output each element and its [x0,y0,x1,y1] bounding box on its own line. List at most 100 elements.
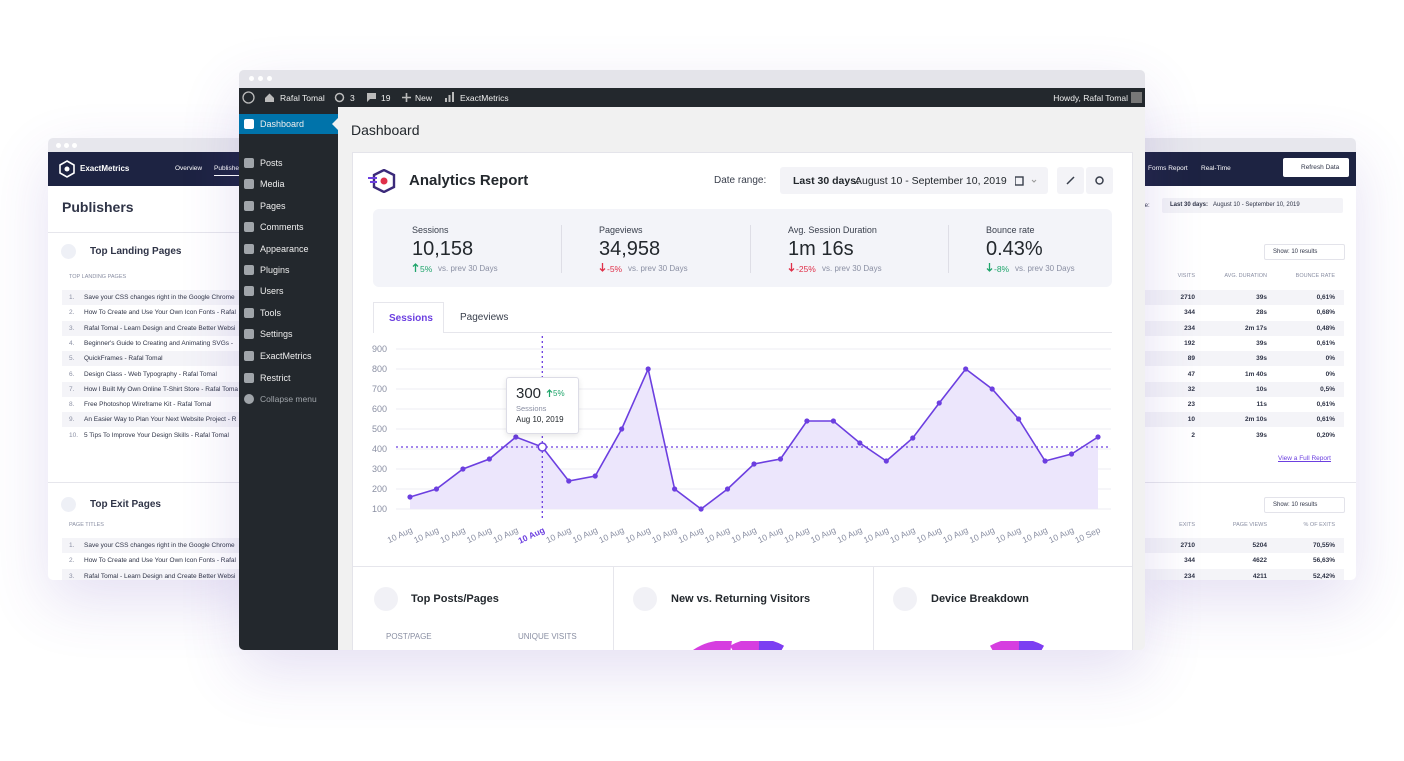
menu-item[interactable]: Plugins [239,260,338,280]
title-bar [48,138,260,152]
menu-item[interactable]: Posts [239,153,338,173]
menu-label: Collapse menu [260,394,317,404]
divider [1140,482,1356,483]
site-name[interactable]: Rafal Tomal [280,93,325,103]
cell: 0,68% [1316,309,1335,317]
menu-icon [244,265,254,275]
row-number: 3. [69,324,75,332]
tab-active[interactable]: Sessions [373,302,444,333]
x-tick-label: 10 Sep [1073,525,1102,546]
comments-icon [367,93,376,102]
menu-item[interactable]: Restrict [239,368,338,388]
x-tick-label: 10 Aug [941,525,969,545]
menu-item[interactable]: Settings [239,324,338,344]
stat-value: 34,958 [599,238,661,260]
date-box[interactable]: Last 30 days: August 10 - September 10, … [1162,198,1343,213]
stat-label: Sessions [412,225,449,235]
table-row: 2710 39s 0,61% [1140,290,1344,305]
cell: 0,61% [1316,294,1335,301]
comments-count[interactable]: 19 [381,93,391,103]
settings-button[interactable] [1086,167,1113,194]
show-select[interactable]: Show: 10 results [1264,497,1345,513]
plugin-link[interactable]: ExactMetrics [460,93,509,103]
avatar [1131,92,1142,103]
updates-count[interactable]: 3 [350,93,355,103]
nav-link[interactable]: Overview [175,165,203,172]
shape [334,92,345,103]
trend-arrow [986,263,993,272]
cell: 39s [1256,355,1267,363]
point [566,478,572,484]
table-row: 1. Save your CSS changes right in the Goo… [62,538,260,553]
active-pointer [332,118,338,130]
table-row: 1. Save your CSS changes right in the Goo… [62,290,260,305]
x-tick-label: 10 Aug [624,525,652,545]
point [433,486,440,492]
menu-item[interactable]: Collapse menu [239,389,338,409]
menu-icon [244,373,254,383]
new-link[interactable]: New [415,93,433,103]
pin-icon [1066,176,1075,185]
show-select[interactable]: Show: 10 results [1264,244,1345,260]
admin-bar: Rafal Tomal 3 19 New ExactMetrics Howdy,… [239,88,1145,107]
x-tick-label: 10 Aug [491,525,519,545]
menu-icon [244,179,254,189]
x-tick-label: 10 Aug [703,525,731,545]
nav-link[interactable]: Publishers [214,165,245,176]
refresh-button[interactable]: Refresh Data [1283,158,1349,177]
cell: 32 [1187,385,1195,393]
shape [1066,176,1075,185]
cell: 344 [1184,557,1195,565]
x-tick-label: 10 Aug [517,525,547,546]
section-title: Top Exit Pages [90,499,161,510]
nav-link[interactable]: Forms Report [1148,165,1188,172]
menu-item[interactable]: Appearance [239,239,338,259]
full-report-link[interactable]: View a Full Report [1278,455,1331,462]
stat-divider [750,225,751,273]
howdy[interactable]: Howdy, Rafal Tomal [1053,93,1128,103]
row-title: How To Create and Use Your Own Icon Font… [84,557,236,565]
cell: 39s [1256,339,1267,347]
row-title: How I Built My Own Online T-Shirt Store … [84,385,239,393]
point [857,440,863,446]
menu-item-active[interactable]: Dashboard [239,114,338,134]
menu-item[interactable]: Comments [239,217,338,237]
point [592,473,598,479]
menu-item[interactable]: Users [239,281,338,301]
x-tick-label: 10 Aug [888,525,916,545]
window-dot [64,143,69,148]
nav-link[interactable]: Real-Time [1201,165,1231,172]
menu-item[interactable]: Pages [239,196,338,216]
tab-label: Sessions [389,313,433,324]
table-row: 3. Rafal Tomal - Learn Design and Create … [62,320,260,336]
menu-label: Pages [260,201,286,211]
stat-value: 1m 16s [788,238,854,260]
cell: 234 [1184,324,1195,332]
point [1095,434,1101,440]
plugin-header [48,152,260,186]
y-tick-label: 600 [372,404,387,414]
menu-item[interactable]: Tools [239,303,338,323]
pin-button[interactable] [1057,167,1084,194]
stat-compare: vs. prev 30 Days [822,264,882,273]
point [1068,451,1075,457]
date-picker[interactable]: Last 30 days: August 10 - September 10, … [780,167,1048,194]
column-header: POST/PAGE [386,632,432,641]
table-row: 3. Rafal Tomal - Learn Design and Create … [62,568,260,580]
x-tick-label: 10 Aug [968,525,996,545]
cell: 2m 10s [1244,416,1267,424]
row-title: Beginner's Guide to Creating and Animati… [84,339,234,347]
tab-label[interactable]: Pageviews [460,312,509,323]
window-dot [56,143,61,148]
left-window: ExactMetrics Overview Publishers Publish… [48,138,260,580]
x-tick-label: 10 Aug [756,525,784,545]
point [1042,458,1048,464]
table-row: 192 39s 0,61% [1140,336,1344,351]
row-title: Design Class - Web Typography - Rafal To… [84,370,217,378]
cell: 10s [1256,385,1267,393]
table-row: 9. An Easier Way to Plan Your Next Websit… [62,412,260,428]
menu-item[interactable]: Media [239,174,338,194]
menu-item[interactable]: ExactMetrics [239,346,338,366]
stat-value: 10,158 [412,238,474,260]
row-title: QuickFrames - Rafal Tomal [84,355,163,363]
